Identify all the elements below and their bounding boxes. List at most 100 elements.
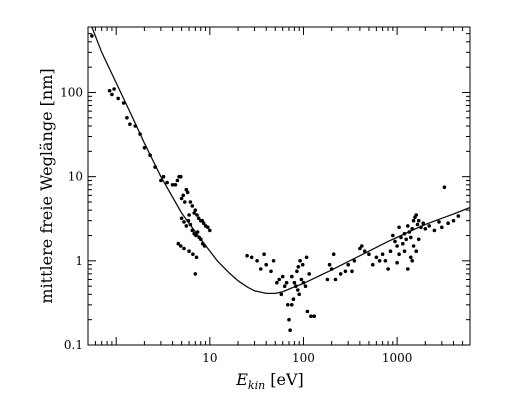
tick-labels: 10 100 1000 0.1 1 10 100: [60, 85, 412, 365]
data-point: [175, 178, 180, 183]
data-point: [245, 253, 249, 258]
data-point: [179, 244, 183, 248]
data-point: [427, 224, 432, 228]
data-point: [133, 124, 138, 128]
data-point: [409, 255, 413, 260]
data-point: [386, 267, 390, 271]
y-tick-label: 0.1: [64, 338, 83, 352]
data-point: [404, 237, 409, 242]
data-point: [343, 269, 348, 274]
data-point: [416, 237, 421, 242]
data-point: [388, 249, 393, 253]
data-point: [161, 174, 166, 179]
data-point: [173, 183, 178, 187]
data-point: [286, 303, 290, 307]
data-point: [179, 196, 184, 201]
data-point: [297, 292, 302, 297]
data-point: [184, 224, 189, 228]
data-point: [329, 267, 334, 271]
data-point: [421, 221, 426, 225]
data-point: [194, 233, 198, 238]
y-axis-label: mittlere freie Weglänge [nm]: [37, 68, 56, 303]
data-point: [393, 239, 397, 244]
data-point: [415, 222, 420, 227]
y-tick-label: 100: [60, 85, 83, 99]
data-point: [125, 116, 129, 120]
data-point: [294, 284, 298, 289]
data-point: [176, 241, 181, 246]
data-point: [170, 183, 175, 187]
data-point: [190, 228, 195, 233]
data-point: [90, 34, 94, 38]
data-point: [142, 146, 147, 150]
data-point: [350, 269, 354, 274]
data-point: [255, 259, 259, 263]
data-point: [182, 246, 186, 251]
data-point: [298, 259, 302, 263]
data-point: [264, 262, 269, 267]
data-point: [165, 180, 169, 185]
data-point: [192, 211, 196, 215]
data-point: [410, 227, 415, 231]
data-point: [296, 265, 301, 269]
data-point: [181, 193, 185, 198]
data-point: [292, 280, 297, 285]
data-points-layer: [90, 34, 461, 333]
data-point: [202, 244, 207, 248]
data-point: [196, 216, 201, 221]
data-point: [409, 235, 413, 240]
x-axis-label-unit: [eV]: [265, 370, 304, 389]
data-point: [456, 214, 461, 218]
data-point: [184, 187, 189, 192]
data-point: [346, 262, 351, 267]
data-point: [406, 267, 410, 271]
data-point: [305, 309, 310, 314]
data-point: [411, 218, 416, 223]
data-point: [395, 260, 399, 265]
fit-curve-layer: [91, 27, 470, 295]
data-point: [419, 225, 423, 230]
data-point: [183, 200, 187, 204]
data-point: [333, 277, 338, 282]
data-point: [325, 277, 330, 282]
data-point: [406, 224, 410, 228]
y-tick-label: 1: [75, 254, 83, 268]
x-axis-label: Ekin [eV]: [235, 370, 304, 392]
data-point: [380, 252, 385, 256]
data-point: [206, 225, 210, 230]
data-point: [312, 314, 317, 319]
data-point: [187, 213, 191, 217]
data-point: [442, 185, 447, 189]
data-point: [279, 292, 284, 297]
axis-ticks: [87, 26, 471, 346]
x-tick-label: 100: [292, 351, 315, 365]
data-point: [360, 244, 364, 248]
data-point: [327, 262, 332, 267]
data-point: [391, 233, 395, 238]
data-point: [291, 297, 296, 302]
data-point: [179, 216, 184, 221]
data-point: [446, 221, 450, 225]
data-point: [201, 221, 206, 225]
data-point: [107, 88, 112, 93]
data-point: [362, 249, 367, 253]
plot-frame: [87, 26, 471, 346]
data-point: [295, 269, 299, 274]
data-point: [188, 222, 193, 227]
data-point: [416, 218, 421, 223]
data-point: [371, 262, 375, 267]
data-point: [179, 174, 183, 179]
data-point: [275, 280, 279, 285]
data-point: [410, 259, 415, 263]
data-point: [296, 288, 300, 292]
data-point: [301, 280, 306, 285]
data-point: [437, 220, 441, 224]
data-point: [191, 252, 195, 256]
data-point: [338, 272, 343, 276]
data-point: [304, 255, 309, 260]
data-point: [153, 165, 157, 169]
data-point: [288, 328, 292, 333]
data-point: [110, 92, 114, 97]
data-point: [148, 153, 152, 157]
data-point: [307, 272, 312, 276]
